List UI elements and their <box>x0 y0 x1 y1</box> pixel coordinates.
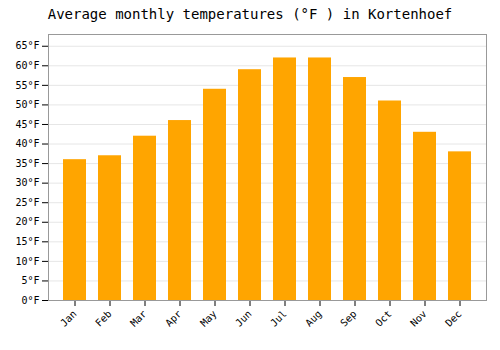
svg-text:10°F: 10°F <box>15 256 39 267</box>
svg-text:60°F: 60°F <box>15 60 39 71</box>
svg-text:0°F: 0°F <box>21 295 39 306</box>
svg-text:Nov: Nov <box>408 308 429 329</box>
svg-text:May: May <box>198 308 219 329</box>
svg-text:55°F: 55°F <box>15 80 39 91</box>
svg-text:40°F: 40°F <box>15 138 39 149</box>
svg-text:Aug: Aug <box>303 308 324 329</box>
svg-text:45°F: 45°F <box>15 119 39 130</box>
svg-text:15°F: 15°F <box>15 236 39 247</box>
svg-text:20°F: 20°F <box>15 216 39 227</box>
svg-text:25°F: 25°F <box>15 197 39 208</box>
svg-text:Apr: Apr <box>163 308 184 329</box>
svg-text:50°F: 50°F <box>15 99 39 110</box>
svg-text:30°F: 30°F <box>15 177 39 188</box>
svg-text:Jun: Jun <box>233 308 254 329</box>
svg-text:Sep: Sep <box>338 308 359 329</box>
html-text:Average monthly temperatures (: Average monthly temperatures (°F ) in Ko… <box>47 6 453 22</box>
svg-text:5°F: 5°F <box>21 275 39 286</box>
svg-text:Jul: Jul <box>268 308 289 329</box>
svg-text:Mar: Mar <box>128 308 149 329</box>
svg-text:Oct: Oct <box>373 308 394 329</box>
svg-text:65°F: 65°F <box>15 40 39 51</box>
svg-text:Feb: Feb <box>93 308 114 329</box>
svg-text:35°F: 35°F <box>15 158 39 169</box>
svg-text:Dec: Dec <box>443 308 464 329</box>
svg-text:Jan: Jan <box>58 308 79 329</box>
